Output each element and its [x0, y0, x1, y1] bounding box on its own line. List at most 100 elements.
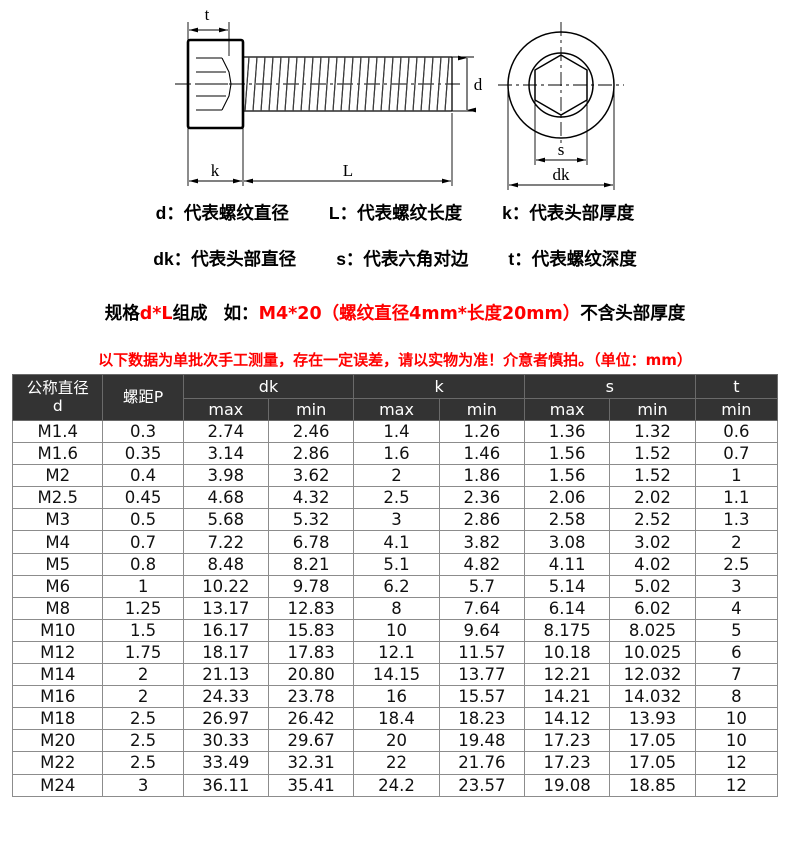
table-row: M5 0.8 8.48 8.21 5.1 4.82 4.11 4.02 2.5 — [11, 552, 779, 576]
table-cell: 10.18 — [523, 640, 611, 665]
table-cell: 12 — [694, 773, 779, 797]
table-cell: 2 — [694, 530, 779, 554]
table-cell: 35.41 — [267, 773, 355, 797]
table-cell: 17.83 — [267, 640, 355, 665]
table-row: M4 0.7 7.22 6.78 4.1 3.82 3.08 3.02 2 — [11, 530, 779, 554]
header-nominal-diameter-line2: d — [52, 396, 63, 415]
header-nominal-diameter-line1: 公称直径 — [26, 379, 89, 398]
table-cell: 1.86 — [438, 464, 526, 488]
table-cell: 18.17 — [182, 640, 269, 665]
table-cell: 16 — [353, 685, 440, 709]
spec-highlight: d*L — [139, 304, 173, 324]
table-cell: 2.5 — [102, 751, 184, 775]
table-cell: 2.5 — [102, 707, 184, 731]
table-cell: 19.48 — [438, 729, 526, 753]
table-cell: 0.5 — [102, 508, 184, 532]
dimension-t: t — [187, 5, 230, 56]
table-body: M1.4 0.3 2.74 2.46 1.4 1.26 1.36 1.32 0.6 M1.6 0.3… — [11, 419, 779, 797]
table-cell: 7 — [694, 663, 779, 687]
table-cell: 4.32 — [267, 486, 355, 510]
table-cell: 14.21 — [523, 685, 611, 709]
table-cell: 7.64 — [438, 596, 526, 620]
table-cell: 5.1 — [353, 552, 440, 576]
table-cell: 23.78 — [267, 685, 355, 709]
table-cell: 0.4 — [102, 464, 184, 488]
cell-nominal-diameter: M1.6 — [11, 442, 104, 466]
legend-text-t: 代表螺纹深度 — [531, 250, 637, 270]
table-head-row-subs: max min max min max min min — [13, 398, 779, 421]
cell-nominal-diameter: M2 — [11, 464, 104, 488]
table-cell: 2 — [353, 464, 440, 488]
table-cell: 1.46 — [438, 442, 526, 466]
table-cell: 23.57 — [438, 773, 526, 797]
table-cell: 12.21 — [523, 663, 611, 687]
table-cell: 3.98 — [182, 464, 269, 488]
table-cell: 10 — [694, 707, 779, 731]
cell-nominal-diameter: M14 — [11, 663, 104, 687]
table-cell: 8.175 — [523, 618, 611, 642]
header-group-t: t — [694, 374, 779, 399]
table-cell: 7.22 — [182, 530, 269, 554]
legend-symbol-L: L — [328, 203, 340, 223]
table-cell: 17.05 — [609, 729, 696, 753]
table-cell: 24.33 — [182, 685, 269, 709]
table-cell: 1.52 — [609, 464, 696, 488]
cell-nominal-diameter: M12 — [11, 640, 104, 665]
table-cell: 2.86 — [438, 508, 526, 532]
table-cell: 3.02 — [609, 530, 696, 554]
table-cell: 1.26 — [438, 419, 526, 444]
label-t: t — [205, 5, 210, 24]
header-dk-max: max — [182, 398, 269, 421]
table-cell: 13.17 — [182, 596, 269, 620]
legend-symbol-t: t — [508, 249, 515, 269]
table-cell: 2.74 — [182, 419, 269, 444]
table-cell: 8 — [694, 685, 779, 709]
table-row: M1.4 0.3 2.74 2.46 1.4 1.26 1.36 1.32 0.6 — [11, 419, 779, 444]
table-cell: 5.14 — [523, 574, 611, 598]
table-cell: 14.12 — [523, 707, 611, 731]
legend-item-d: d：代表螺纹直径 — [156, 200, 289, 225]
header-group-k: k — [353, 374, 525, 399]
table-cell: 16.17 — [182, 618, 269, 642]
spec-example-label: 如： — [223, 304, 259, 324]
table-cell: 30.33 — [182, 729, 269, 753]
table-cell: 18.4 — [353, 707, 440, 731]
table-cell: 2.06 — [523, 486, 611, 510]
table-cell: 2.5 — [694, 552, 779, 576]
table-cell: 6.2 — [353, 574, 440, 598]
cell-nominal-diameter: M24 — [11, 773, 104, 797]
table-cell: 8.21 — [267, 552, 355, 576]
table-cell: 4 — [694, 596, 779, 620]
table-head-row-groups: 公称直径 d 螺距P dk k s t — [11, 374, 779, 421]
table-cell: 26.97 — [182, 707, 269, 731]
table-cell: 2 — [102, 685, 184, 709]
table-cell: 1.5 — [102, 618, 184, 642]
table-cell: 11.57 — [438, 640, 526, 665]
table-cell: 4.11 — [523, 552, 611, 576]
spec-mid: 组成 — [172, 304, 208, 324]
table-row: M8 1.25 13.17 12.83 8 7.64 6.14 6.02 4 — [11, 596, 779, 620]
table-cell: 21.13 — [182, 663, 269, 687]
cell-nominal-diameter: M22 — [11, 751, 104, 775]
measurement-notice: 以下数据为单批次手工测量，存在一定误差，请以实物为准！介意者慎拍。（单位：mm） — [98, 350, 692, 369]
table-cell: 5.32 — [267, 508, 355, 532]
table-row: M6 1 10.22 9.78 6.2 5.7 5.14 5.02 3 — [11, 574, 779, 598]
legend-sep-d: ： — [166, 204, 184, 224]
table-cell: 6 — [694, 640, 779, 665]
legend-sep-dk: ： — [173, 250, 192, 270]
header-dk-min: min — [267, 398, 355, 421]
table-cell: 14.032 — [609, 685, 696, 709]
dimension-k-L: k L — [187, 113, 453, 186]
header-t-min: min — [694, 398, 779, 421]
table-cell: 2.5 — [353, 486, 440, 510]
table-row: M2 0.4 3.98 3.62 2 1.86 1.56 1.52 1 — [11, 464, 779, 488]
table-cell: 3.08 — [523, 530, 611, 554]
table-cell: 1.56 — [523, 464, 611, 488]
table-cell: 5 — [694, 618, 779, 642]
table-cell: 9.78 — [267, 574, 355, 598]
table-cell: 8 — [353, 596, 440, 620]
legend-symbol-dk: dk — [153, 249, 174, 269]
legend-text-k: 代表头部厚度 — [529, 204, 635, 224]
table-cell: 10 — [694, 729, 779, 753]
